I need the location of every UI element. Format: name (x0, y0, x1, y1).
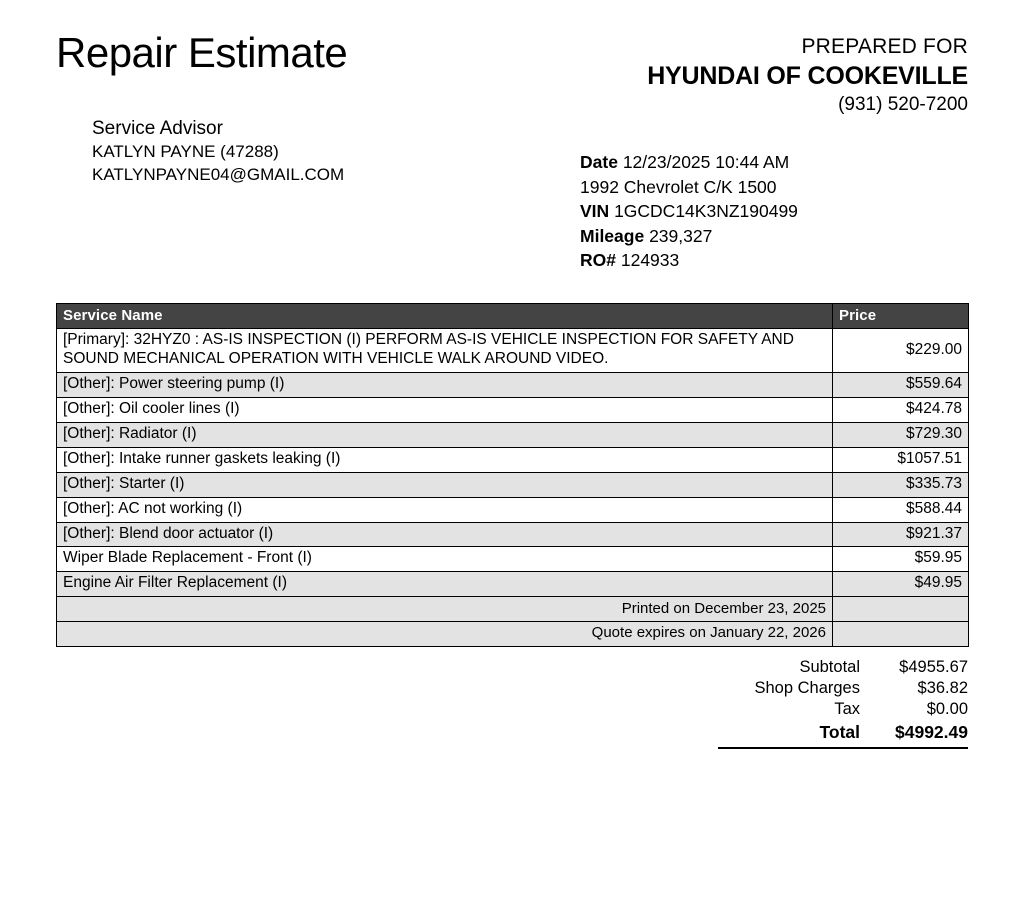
table-note-text: Quote expires on January 22, 2026 (56, 621, 833, 648)
table-note-row: Quote expires on January 22, 2026 (56, 621, 969, 648)
column-header-price: Price (832, 302, 969, 330)
mileage-label: Mileage (580, 225, 645, 246)
table-note-row: Printed on December 23, 2025 (56, 596, 969, 623)
table-row: Engine Air Filter Replacement (I) $49.95 (56, 571, 969, 598)
table-header-row: Service Name Price (56, 302, 969, 330)
document-header: Repair Estimate Service Advisor KATLYN P… (0, 0, 1024, 290)
table-note-text: Printed on December 23, 2025 (56, 596, 833, 623)
total-value: $4992.49 (895, 722, 968, 742)
service-price-cell: $588.44 (832, 496, 969, 523)
totals-row-tax: Tax $0.00 (718, 699, 968, 720)
dealership-phone: (931) 520-7200 (838, 94, 968, 116)
vehicle-details-block: Date 12/23/2025 10:44 AM 1992 Chevrolet … (580, 150, 798, 273)
vin-label: VIN (580, 201, 610, 221)
service-advisor-label: Service Advisor (92, 118, 223, 139)
total-label: Total (819, 722, 860, 742)
table-note-empty-cell (832, 596, 969, 623)
subtotal-value: $4955.67 (899, 658, 968, 676)
totals-row-shop-charges: Shop Charges $36.82 (718, 678, 969, 699)
services-table-head: Service Name Price (56, 302, 969, 330)
service-price-cell: $229.00 (832, 328, 969, 374)
vin-value: 1GCDC14K3NZ190499 (614, 201, 798, 221)
service-name-cell: Engine Air Filter Replacement (I) (56, 571, 833, 598)
tax-label: Tax (834, 700, 860, 718)
service-price-cell: $729.30 (832, 421, 969, 448)
service-name-cell: [Primary]: 32HYZ0 : AS-IS INSPECTION (I)… (56, 328, 833, 374)
table-note-empty-cell (832, 621, 969, 648)
vehicle-description-row: 1992 Chevrolet C/K 1500 (580, 175, 798, 200)
vehicle-description-value: 1992 Chevrolet C/K 1500 (580, 176, 777, 197)
ro-number-row: RO# 124933 (580, 248, 798, 273)
service-name-cell: [Other]: Intake runner gaskets leaking (… (56, 446, 833, 473)
subtotal-label: Subtotal (799, 658, 860, 676)
table-row: [Other]: Power steering pump (I) $559.64 (56, 372, 969, 399)
tax-value: $0.00 (926, 700, 968, 718)
table-row: [Other]: Starter (I) $335.73 (56, 471, 969, 498)
shop-charges-label: Shop Charges (754, 679, 861, 697)
totals-row-total: Total $4992.49 (718, 720, 968, 746)
total-underline (718, 747, 968, 749)
service-name-cell: [Other]: Oil cooler lines (I) (56, 397, 833, 423)
vin-row: VIN 1GCDC14K3NZ190499 (580, 199, 798, 224)
prepared-for-block: PREPARED FOR HYUNDAI OF COOKEVILLE (931)… (647, 34, 968, 117)
service-name-cell: [Other]: Radiator (I) (56, 421, 833, 448)
ro-number-value: 124933 (620, 250, 680, 270)
totals-row-subtotal: Subtotal $4955.67 (718, 657, 968, 678)
ro-number-label: RO# (580, 250, 616, 270)
service-advisor-name: KATLYN PAYNE (47288) (92, 142, 279, 162)
mileage-value: 239,327 (649, 225, 713, 246)
service-name-cell: [Other]: Blend door actuator (I) (56, 521, 833, 548)
table-row: [Other]: Intake runner gaskets leaking (… (56, 446, 969, 473)
services-table-body: [Primary]: 32HYZ0 : AS-IS INSPECTION (I)… (56, 328, 969, 648)
table-row: [Other]: Blend door actuator (I) $921.37 (56, 521, 969, 548)
table-row: [Primary]: 32HYZ0 : AS-IS INSPECTION (I)… (56, 328, 969, 374)
service-price-cell: $921.37 (832, 521, 969, 548)
mileage-row: Mileage 239,327 (580, 224, 798, 249)
service-price-cell: $424.78 (832, 397, 969, 423)
totals-table: Subtotal $4955.67 Shop Charges $36.82 Ta… (718, 657, 969, 746)
totals-block: Subtotal $4955.67 Shop Charges $36.82 Ta… (718, 657, 968, 749)
dealership-name: HYUNDAI OF COOKEVILLE (647, 62, 968, 91)
service-name-cell: Wiper Blade Replacement - Front (I) (56, 546, 833, 573)
shop-charges-value: $36.82 (917, 679, 968, 697)
table-row: [Other]: Radiator (I) $729.30 (56, 421, 969, 448)
table-row: Wiper Blade Replacement - Front (I) $59.9… (56, 546, 969, 573)
service-advisor-block: Service Advisor KATLYN PAYNE (47288) KAT… (92, 116, 344, 186)
service-advisor-email: KATLYNPAYNE04@GMAIL.COM (92, 164, 345, 184)
service-name-cell: [Other]: Power steering pump (I) (56, 372, 833, 399)
prepared-for-label: PREPARED FOR (801, 35, 968, 58)
service-price-cell: $59.95 (832, 546, 969, 573)
service-price-cell: $1057.51 (832, 446, 969, 473)
table-row: [Other]: AC not working (I) $588.44 (56, 496, 969, 523)
service-price-cell: $335.73 (832, 471, 969, 498)
service-name-cell: [Other]: Starter (I) (56, 471, 833, 498)
service-price-cell: $49.95 (832, 571, 969, 598)
services-table: Service Name Price [Primary]: 32HYZ0 : A… (56, 302, 969, 648)
page-title: Repair Estimate (56, 29, 348, 76)
column-header-service-name: Service Name (56, 302, 833, 330)
estimate-date-label: Date (580, 152, 618, 172)
estimate-date-value: 12/23/2025 10:44 AM (622, 152, 790, 172)
table-row: [Other]: Oil cooler lines (I) $424.78 (56, 397, 969, 423)
estimate-date-row: Date 12/23/2025 10:44 AM (580, 150, 798, 175)
service-name-cell: [Other]: AC not working (I) (56, 496, 833, 523)
service-price-cell: $559.64 (832, 372, 969, 399)
